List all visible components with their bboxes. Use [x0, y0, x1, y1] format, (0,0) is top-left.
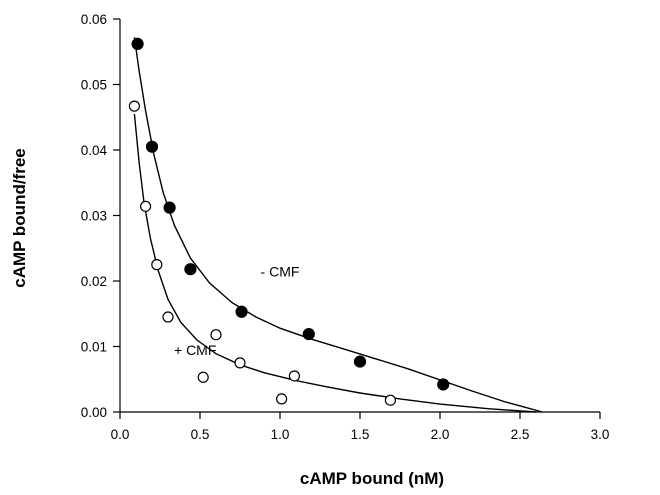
data-point-minus	[235, 305, 248, 318]
data-point-minus	[184, 263, 197, 276]
y-tick-label: 0.05	[81, 78, 107, 93]
data-points	[128, 37, 450, 406]
y-tick-label: 0.03	[81, 209, 107, 224]
fit-curve-plus	[133, 113, 537, 413]
y-tick-label: 0.01	[81, 340, 107, 355]
y-tick-label: 0.00	[81, 405, 107, 420]
x-tick-label: 3.0	[591, 427, 610, 442]
data-point-plus	[384, 394, 396, 406]
annotation-minus: - CMF	[261, 263, 300, 279]
x-tick-label: 1.5	[351, 427, 370, 442]
plot-area: 0.00 0.01 0.02 0.03 0.04 0.05 0.06 0.0 0.5 1.0 1.…	[81, 12, 610, 442]
data-point-minus	[353, 355, 367, 368]
y-axis-ticks: 0.00 0.01 0.02 0.03 0.04 0.05 0.06	[81, 12, 120, 420]
data-point-minus	[131, 37, 144, 50]
data-point-plus	[162, 311, 174, 323]
x-axis-ticks: 0.0 0.5 1.0 1.5 2.0 2.5 3.0	[111, 412, 610, 442]
data-point-plus	[151, 259, 163, 271]
data-point-plus	[128, 100, 140, 112]
y-tick-label: 0.02	[81, 274, 107, 289]
x-tick-label: 2.5	[511, 427, 530, 442]
data-point-minus	[302, 327, 315, 341]
y-tick-label: 0.06	[81, 12, 107, 27]
data-point-plus	[288, 370, 300, 382]
x-tick-label: 0.0	[111, 427, 130, 442]
data-point-minus	[163, 201, 176, 214]
x-tick-label: 1.0	[271, 427, 290, 442]
x-axis-title: cAMP bound (nM)	[300, 469, 444, 488]
data-point-minus	[437, 378, 450, 391]
x-tick-label: 2.0	[431, 427, 450, 442]
data-point-plus	[276, 393, 288, 405]
x-tick-label: 0.5	[191, 427, 210, 442]
y-tick-label: 0.04	[81, 143, 108, 158]
data-point-minus	[145, 140, 159, 153]
data-point-plus	[234, 357, 246, 369]
chart-annotations: - CMF + CMF	[174, 263, 299, 358]
data-point-plus	[140, 200, 152, 212]
y-axis-title: cAMP bound/free	[10, 148, 29, 287]
annotation-plus: + CMF	[174, 342, 216, 358]
data-point-plus	[210, 329, 222, 341]
data-point-plus	[197, 371, 209, 383]
